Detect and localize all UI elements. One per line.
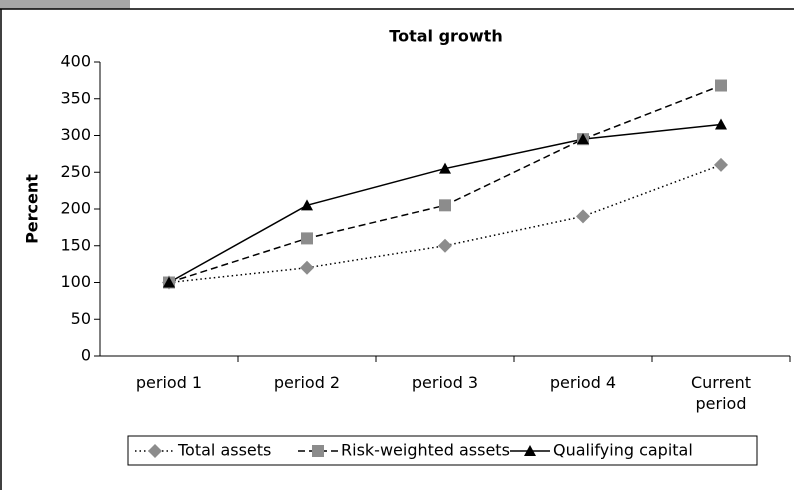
legend-label: Risk-weighted assets [341, 441, 510, 460]
marker-diamond [438, 238, 452, 253]
marker-square [439, 199, 451, 212]
marker-triangle [715, 118, 727, 130]
legend-box [127, 435, 758, 466]
y-tick-label: 100 [60, 272, 91, 291]
x-tick-label: Current period [690, 373, 752, 413]
y-tick-label: 0 [81, 346, 91, 365]
x-tick-label: period 2 [273, 373, 341, 392]
marker-square [312, 445, 324, 457]
chart-title: Total growth [389, 27, 502, 46]
marker-square [301, 232, 313, 245]
y-tick-label: 400 [60, 52, 91, 71]
marker-triangle [163, 276, 175, 288]
y-tick-label: 200 [60, 199, 91, 218]
y-tick-label: 150 [60, 235, 91, 254]
legend-label: Total assets [177, 441, 271, 460]
y-tick-label: 250 [60, 162, 91, 181]
marker-diamond [576, 209, 590, 224]
legend-label: Qualifying capital [553, 441, 693, 460]
series-line [168, 84, 722, 284]
marker-triangle [577, 133, 589, 145]
marker-diamond [714, 157, 728, 172]
y-tick-label: 300 [60, 125, 91, 144]
y-tick-label: 50 [71, 309, 91, 328]
y-axis-label: Percent [23, 174, 42, 244]
series-line [168, 164, 722, 284]
x-tick-label: period 4 [549, 373, 617, 392]
x-tick-label: period 1 [135, 373, 203, 392]
marker-diamond [300, 260, 314, 275]
marker-triangle [524, 445, 536, 456]
marker-triangle [301, 199, 313, 211]
y-tick-label: 350 [60, 88, 91, 107]
marker-diamond [148, 444, 162, 458]
marker-triangle [439, 162, 451, 174]
marker-square [715, 79, 727, 92]
header-tab [0, 0, 130, 9]
x-tick-label: period 3 [411, 373, 479, 392]
